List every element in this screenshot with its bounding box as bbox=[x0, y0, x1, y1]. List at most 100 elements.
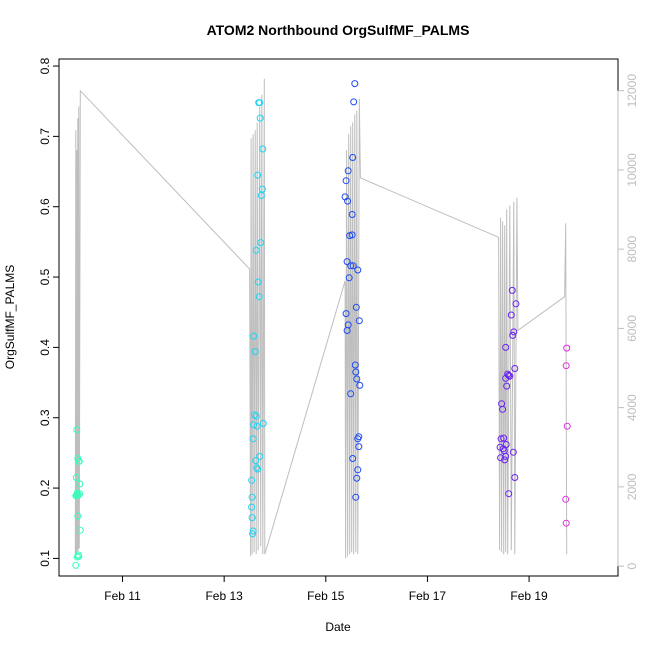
data-point bbox=[73, 553, 81, 561]
data-point bbox=[248, 503, 256, 511]
data-point bbox=[352, 493, 360, 501]
data-point bbox=[76, 526, 84, 534]
data-point bbox=[349, 262, 357, 270]
data-point bbox=[254, 278, 262, 286]
data-point bbox=[504, 370, 512, 378]
data-point bbox=[562, 362, 570, 370]
x-tick-label: Feb 19 bbox=[510, 589, 548, 603]
x-tick-label: Feb 11 bbox=[104, 589, 141, 603]
data-point bbox=[505, 490, 513, 498]
data-point bbox=[72, 474, 80, 481]
chart-title: ATOM2 Northbound OrgSulfMF_PALMS bbox=[207, 22, 470, 38]
data-point bbox=[509, 331, 517, 339]
y-tick-label: 0.3 bbox=[38, 409, 52, 426]
y-tick-label: 0.4 bbox=[38, 339, 52, 356]
data-point bbox=[347, 262, 355, 270]
series-4 bbox=[496, 286, 520, 498]
y2-tick-label: 8000 bbox=[625, 235, 639, 262]
data-point bbox=[353, 474, 361, 482]
data-point bbox=[75, 457, 83, 465]
data-point bbox=[254, 465, 262, 473]
data-point bbox=[354, 466, 362, 474]
data-point bbox=[347, 390, 355, 398]
data-point bbox=[253, 422, 261, 430]
y2-tick-label: 4000 bbox=[625, 394, 639, 421]
data-point bbox=[256, 114, 264, 122]
y-tick-label: 0.1 bbox=[38, 550, 52, 567]
data-point bbox=[497, 435, 505, 443]
data-point bbox=[72, 561, 80, 569]
y-axis: 0.1 0.2 0.3 0.4 0.5 0.6 0.7 0.8 bbox=[38, 57, 60, 567]
data-point bbox=[351, 361, 359, 369]
data-point bbox=[351, 80, 359, 88]
y-tick-label: 0.2 bbox=[38, 479, 52, 496]
series-1 bbox=[72, 426, 84, 569]
data-point bbox=[509, 448, 517, 456]
data-point bbox=[254, 171, 262, 179]
data-point bbox=[256, 99, 264, 107]
data-point bbox=[250, 332, 258, 340]
y-tick-label: 0.5 bbox=[38, 268, 52, 285]
data-point bbox=[349, 455, 357, 462]
series-5 bbox=[562, 344, 571, 527]
data-point bbox=[563, 422, 571, 430]
data-point bbox=[249, 530, 257, 538]
data-point bbox=[501, 456, 509, 464]
data-point bbox=[250, 421, 258, 429]
data-point bbox=[563, 344, 571, 352]
data-point bbox=[256, 452, 264, 460]
data-point bbox=[355, 317, 363, 325]
x-axis-label: Date bbox=[325, 620, 351, 634]
data-point bbox=[249, 435, 257, 443]
data-point bbox=[248, 493, 256, 501]
data-point bbox=[342, 177, 350, 185]
data-point bbox=[343, 327, 351, 334]
data-point bbox=[349, 154, 357, 161]
plot-frame bbox=[58, 58, 619, 577]
data-point bbox=[497, 454, 505, 462]
data-point bbox=[355, 443, 363, 451]
data-point bbox=[512, 300, 520, 308]
y-tick-label: 0.6 bbox=[38, 198, 52, 215]
data-point bbox=[259, 145, 267, 153]
data-point bbox=[248, 476, 256, 484]
data-point bbox=[252, 412, 260, 420]
data-point bbox=[507, 311, 515, 319]
data-point bbox=[511, 474, 519, 481]
data-point bbox=[252, 457, 260, 465]
data-point bbox=[248, 514, 256, 522]
data-point bbox=[257, 239, 265, 247]
data-point bbox=[74, 512, 82, 520]
data-point bbox=[502, 374, 510, 382]
data-point bbox=[502, 343, 510, 351]
data-point bbox=[73, 426, 81, 434]
data-point bbox=[73, 490, 81, 498]
data-point bbox=[344, 197, 352, 205]
x-tick-label: Feb 15 bbox=[307, 589, 345, 603]
data-point bbox=[356, 381, 364, 389]
data-point bbox=[72, 492, 80, 500]
data-point bbox=[345, 274, 353, 282]
data-point bbox=[506, 372, 514, 380]
data-point bbox=[562, 495, 570, 503]
data-point bbox=[354, 266, 362, 274]
data-point bbox=[354, 435, 362, 443]
y-tick-label: 0.8 bbox=[38, 57, 52, 74]
data-point bbox=[511, 365, 519, 372]
data-point bbox=[353, 375, 361, 383]
altitude-layer bbox=[74, 78, 568, 559]
data-point bbox=[499, 405, 507, 413]
data-point bbox=[562, 519, 570, 527]
y2-tick-label: 2000 bbox=[625, 473, 639, 500]
data-point bbox=[503, 382, 511, 390]
y-axis-label: OrgSulfMF_PALMS bbox=[3, 265, 17, 369]
y2-axis: 0 2000 4000 6000 8000 10000 12000 bbox=[617, 74, 639, 569]
data-point bbox=[502, 452, 510, 460]
data-point bbox=[342, 310, 350, 318]
data-point bbox=[350, 98, 358, 106]
data-point bbox=[510, 328, 518, 336]
x-axis: Feb 11 Feb 13 Feb 15 Feb 17 Feb 19 bbox=[104, 575, 548, 603]
points-layer bbox=[72, 80, 571, 569]
data-point bbox=[255, 293, 263, 301]
data-point bbox=[258, 185, 266, 193]
